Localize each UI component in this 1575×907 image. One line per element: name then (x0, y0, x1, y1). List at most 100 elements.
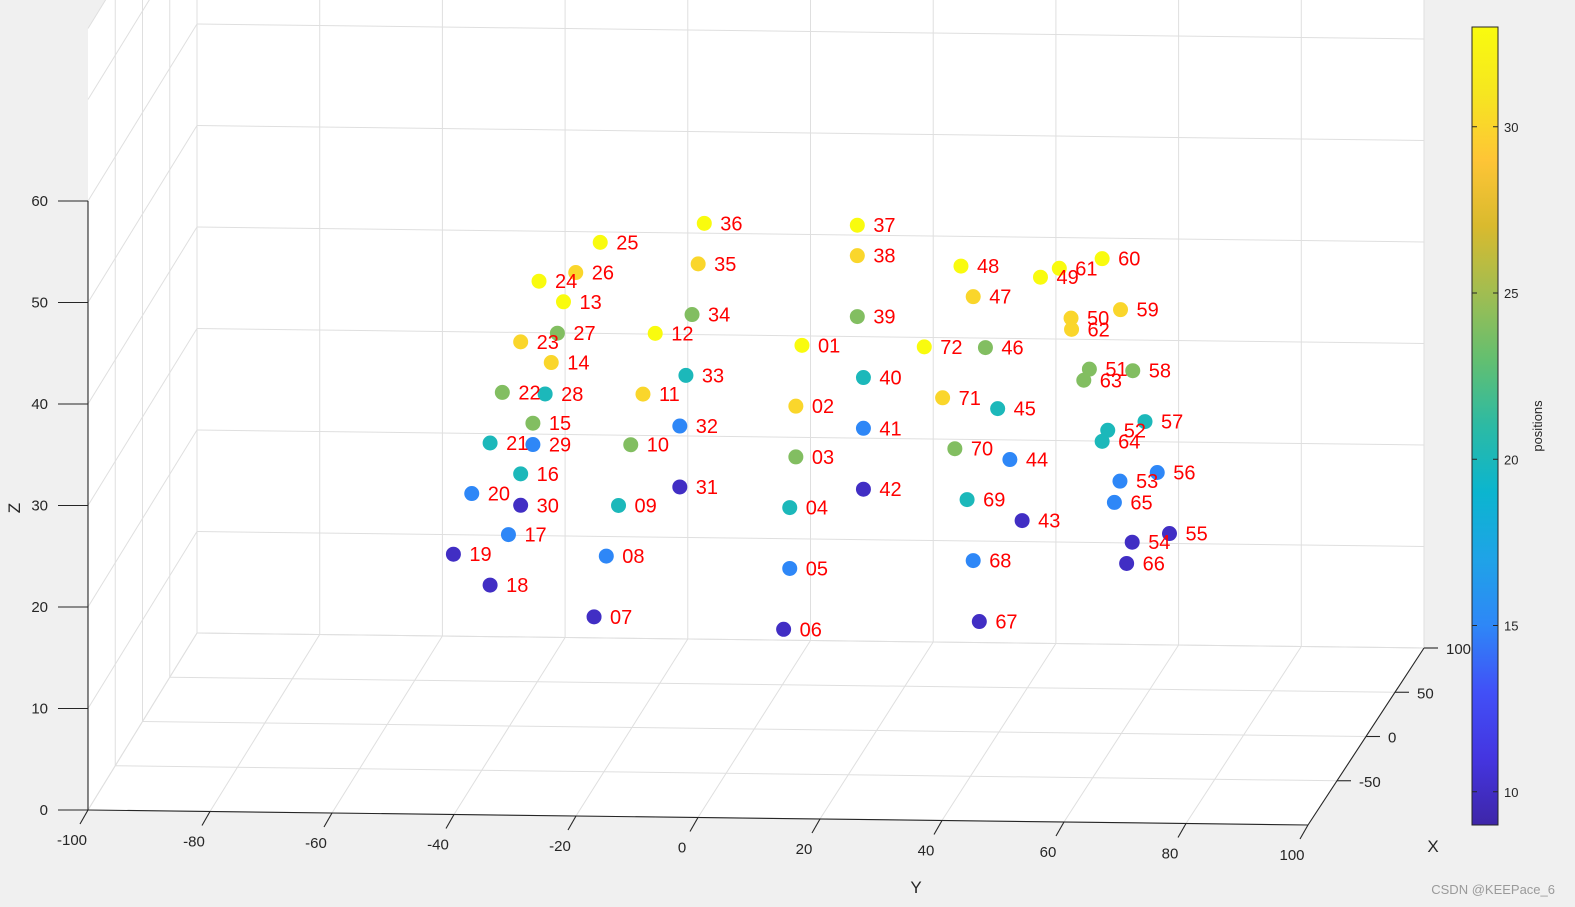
data-point-04 (782, 500, 798, 516)
data-point-label-28: 28 (561, 384, 583, 406)
data-point-label-71: 71 (959, 388, 981, 410)
data-point-65 (1106, 494, 1122, 510)
data-point-label-21: 21 (506, 433, 528, 455)
y-tick-mark (811, 818, 821, 834)
data-point-label-24: 24 (555, 271, 577, 293)
data-point-label-32: 32 (696, 416, 718, 438)
data-point-63 (1076, 372, 1092, 388)
data-point-22 (494, 384, 510, 400)
data-point-24 (531, 273, 547, 289)
data-point-label-23: 23 (537, 332, 559, 354)
data-point-label-36: 36 (720, 213, 742, 235)
y-tick-label: 40 (918, 843, 935, 860)
data-point-label-19: 19 (469, 544, 491, 566)
data-point-label-48: 48 (977, 256, 999, 278)
grid-line-floor-x (142, 721, 1367, 737)
data-point-43 (1014, 513, 1030, 529)
data-point-label-04: 04 (806, 498, 828, 520)
x-tick-label: 0 (1388, 730, 1396, 747)
data-point-13 (555, 294, 571, 310)
data-point-38 (849, 248, 865, 264)
data-point-56 (1149, 465, 1165, 480)
grid-line-wall-z (196, 429, 1425, 446)
data-point-02 (788, 398, 804, 414)
data-point-label-70: 70 (971, 439, 993, 461)
grid-line-floor-x (169, 676, 1396, 693)
data-point-label-59: 59 (1137, 300, 1159, 322)
data-point-55 (1161, 526, 1177, 542)
data-point-label-22: 22 (518, 382, 540, 404)
data-point-16 (513, 466, 529, 482)
data-point-10 (623, 437, 639, 453)
data-point-label-60: 60 (1118, 249, 1140, 271)
data-point-31 (672, 479, 688, 495)
data-point-34 (684, 307, 700, 323)
data-point-label-64: 64 (1118, 431, 1140, 453)
y-tick-mark (79, 809, 89, 825)
data-point-20 (464, 486, 480, 502)
colorbar (1471, 26, 1499, 826)
data-point-label-09: 09 (635, 495, 657, 517)
data-point-label-52: 52 (1124, 420, 1146, 442)
data-point-45 (990, 401, 1006, 417)
data-point-label-49: 49 (1056, 267, 1078, 289)
data-point-label-13: 13 (579, 292, 601, 314)
data-point-01 (794, 337, 810, 353)
data-point-label-46: 46 (1001, 338, 1023, 360)
data-point-label-20: 20 (488, 484, 510, 506)
y-tick-label: -20 (549, 838, 571, 855)
data-point-label-34: 34 (708, 305, 730, 327)
data-point-label-08: 08 (622, 546, 644, 568)
data-point-label-14: 14 (567, 353, 589, 375)
z-tick-label: 10 (31, 701, 48, 718)
data-point-label-16: 16 (537, 464, 559, 486)
data-point-60 (1094, 251, 1110, 267)
y-tick-label: -40 (427, 837, 449, 854)
data-point-label-41: 41 (879, 418, 901, 440)
axis-lines (58, 200, 1438, 840)
y-tick-label: 20 (796, 841, 813, 858)
data-point-label-39: 39 (873, 307, 895, 329)
data-point-05 (782, 560, 798, 576)
data-point-14 (543, 355, 559, 371)
grid-line-wall-z (196, 328, 1425, 344)
grid-line-wall-z (196, 125, 1425, 141)
data-point-44 (1002, 452, 1018, 468)
data-point-09 (611, 497, 627, 513)
z-tick-label: 60 (31, 193, 48, 210)
data-point-label-38: 38 (873, 246, 895, 268)
data-point-label-44: 44 (1026, 450, 1048, 472)
data-point-03 (788, 449, 804, 465)
tick-labels: -100 -80 -60 -40 -20 0 20 40 60 80 100-50050100010… (31, 193, 1471, 864)
data-point-64 (1094, 433, 1110, 449)
data-point-69 (959, 492, 975, 508)
data-point-label-67: 67 (995, 612, 1017, 634)
data-point-52 (1100, 422, 1116, 438)
data-point-37 (849, 217, 865, 233)
data-point-11 (635, 386, 651, 402)
data-point-label-02: 02 (812, 396, 834, 418)
data-point-label-30: 30 (537, 495, 559, 517)
z-tick-label: 20 (31, 599, 48, 616)
grid-line-wall-z (196, 531, 1425, 547)
data-point-12 (647, 325, 663, 341)
data-point-label-06: 06 (800, 619, 822, 641)
data-point-40 (855, 370, 871, 386)
data-point-label-31: 31 (696, 477, 718, 499)
data-point-label-25: 25 (616, 232, 638, 254)
grid-line-floor-x (115, 765, 1338, 782)
data-point-19 (445, 546, 461, 562)
data-point-66 (1119, 555, 1135, 571)
data-point-42 (855, 481, 871, 497)
data-point-06 (776, 621, 792, 637)
y-tick-label: 0 (678, 840, 686, 857)
colorbar-tick-label: 25 (1504, 286, 1518, 301)
data-point-label-35: 35 (714, 254, 736, 276)
colorbar-tick-label: 30 (1504, 120, 1518, 135)
data-point-label-72: 72 (940, 337, 962, 359)
y-tick-label: -80 (183, 834, 205, 851)
data-point-label-63: 63 (1100, 370, 1122, 392)
data-point-23 (513, 334, 529, 350)
data-point-32 (672, 418, 688, 434)
data-point-18 (482, 577, 498, 593)
